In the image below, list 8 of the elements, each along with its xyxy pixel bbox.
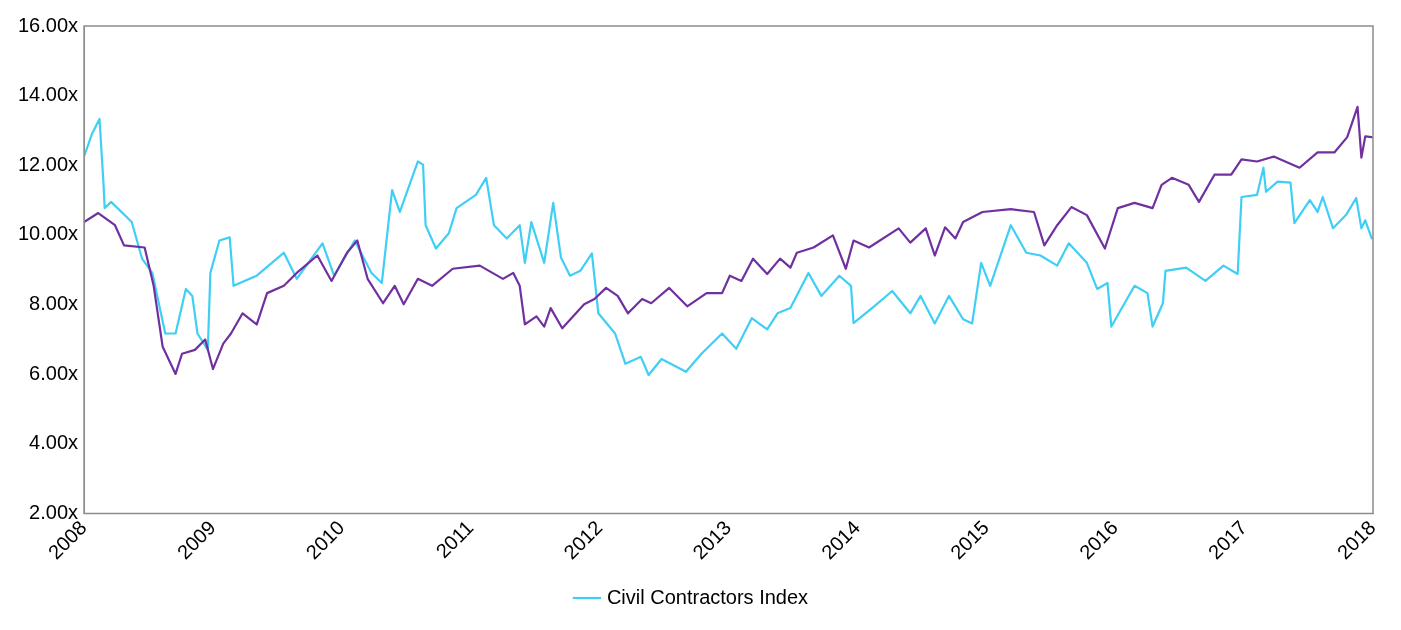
y-tick-label: 12.00x — [17, 152, 79, 175]
y-tick-label: 8.00x — [29, 292, 79, 315]
y-tick-label: 10.00x — [17, 222, 79, 245]
y-tick-label: 16.00x — [17, 13, 79, 36]
y-tick-label: 6.00x — [29, 361, 79, 384]
legend-label: Civil Contractors Index — [606, 585, 809, 608]
y-tick-label: 4.00x — [29, 431, 79, 454]
y-tick-label: 14.00x — [17, 83, 79, 106]
